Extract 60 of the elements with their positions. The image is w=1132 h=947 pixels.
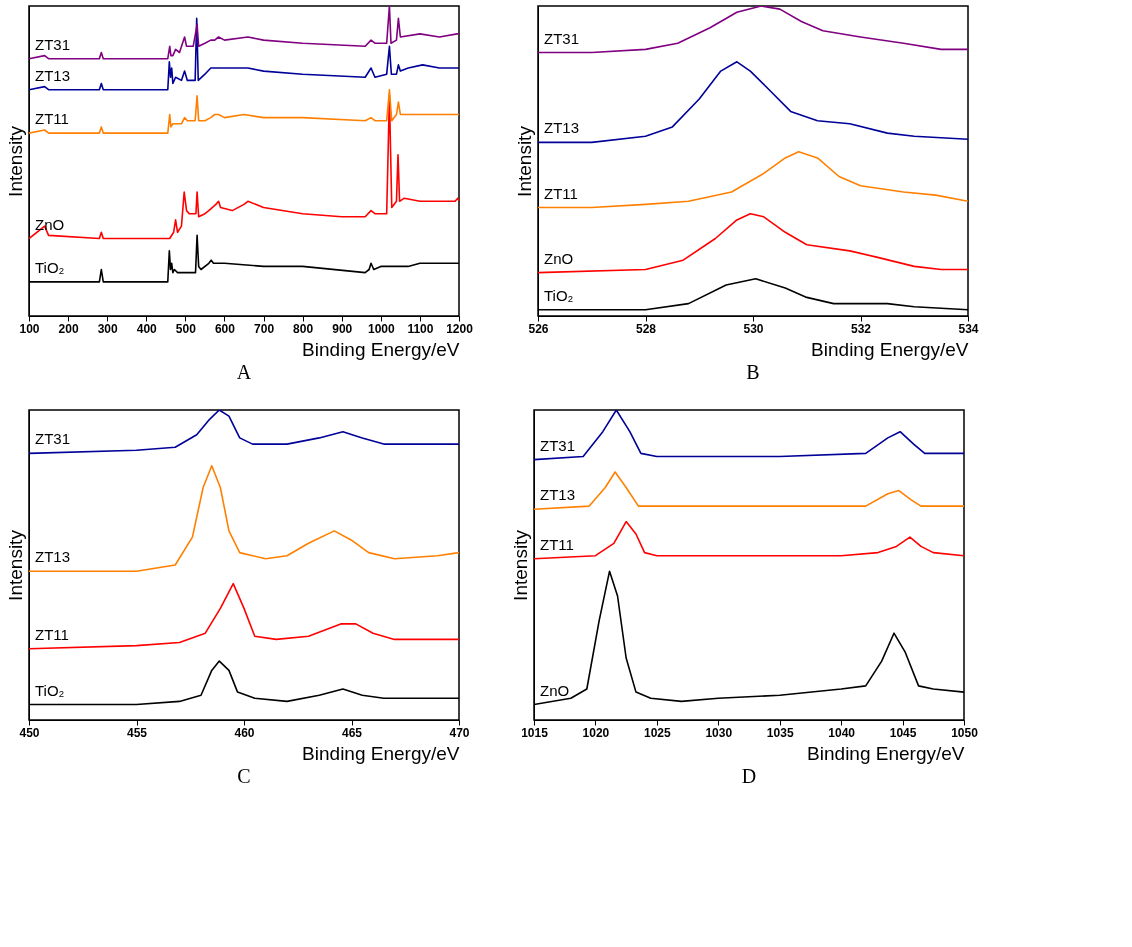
x-tick-label: 200: [58, 321, 79, 336]
x-tick-label: 1015: [521, 725, 549, 740]
x-tick-label: 470: [449, 725, 470, 740]
x-tick-label: 1100: [407, 321, 434, 336]
series-label: ZnO: [544, 249, 574, 267]
x-tick-label: 530: [743, 321, 764, 336]
series-label: ZnO: [540, 681, 570, 699]
series-label: TiO₂: [35, 681, 65, 699]
x-tick-label: 528: [635, 321, 657, 336]
series-label: ZT11: [35, 625, 69, 643]
x-axis-title: Binding Energy/eV: [302, 338, 460, 360]
x-tick-label: 1025: [644, 725, 672, 740]
x-tick-label: 1040: [828, 725, 856, 740]
series-label: ZT11: [540, 535, 574, 553]
x-tick-label: 455: [126, 725, 148, 740]
x-tick-label: 1045: [889, 725, 917, 740]
series-label: ZT13: [544, 119, 580, 137]
series-label: ZT31: [35, 35, 71, 53]
series-label: ZT13: [540, 486, 576, 504]
series-label: TiO₂: [544, 286, 574, 304]
x-tick-label: 1000: [367, 321, 395, 336]
series-label: ZT31: [35, 430, 71, 448]
text: C: [237, 765, 251, 787]
series-label: ZT13: [35, 548, 71, 566]
y-axis-title: Intensity: [509, 529, 531, 601]
x-axis-title: Binding Energy/eV: [302, 742, 460, 764]
series-label: ZT31: [544, 29, 580, 47]
x-tick-label: 400: [136, 321, 158, 336]
y-axis-title: Intensity: [513, 125, 535, 197]
series-label: TiO₂: [35, 258, 65, 276]
y-axis-title: Intensity: [4, 125, 26, 197]
x-tick-label: 300: [97, 321, 119, 336]
series-label: ZT11: [35, 110, 69, 128]
x-tick-label: 532: [850, 321, 872, 336]
text: D: [741, 765, 757, 787]
x-tick-label: 1035: [766, 725, 794, 740]
x-tick-label: 465: [341, 725, 363, 740]
series-label: ZT13: [35, 66, 71, 84]
x-tick-label: 900: [332, 321, 353, 336]
x-tick-label: 800: [293, 321, 314, 336]
x-tick-label: 600: [214, 321, 236, 336]
y-axis-title: Intensity: [4, 529, 26, 601]
x-tick-label: 534: [958, 321, 979, 336]
x-tick-label: 700: [254, 321, 275, 336]
x-tick-label: 1050: [951, 725, 979, 740]
text: B: [746, 361, 760, 383]
series-label: ZnO: [35, 215, 65, 233]
x-tick-label: 1030: [705, 725, 733, 740]
x-tick-label: 1020: [582, 725, 610, 740]
series-label: ZT31: [540, 436, 576, 454]
x-axis-title: Binding Energy/eV: [807, 742, 965, 764]
x-tick-label: 100: [19, 321, 40, 336]
x-tick-label: 460: [234, 725, 255, 740]
series-label: ZT11: [544, 184, 578, 202]
text: A: [236, 361, 252, 383]
x-tick-label: 526: [528, 321, 549, 336]
x-tick-label: 500: [175, 321, 197, 336]
x-axis-title: Binding Energy/eV: [811, 338, 969, 360]
x-tick-label: 450: [19, 725, 40, 740]
x-tick-label: 1200: [446, 321, 474, 336]
